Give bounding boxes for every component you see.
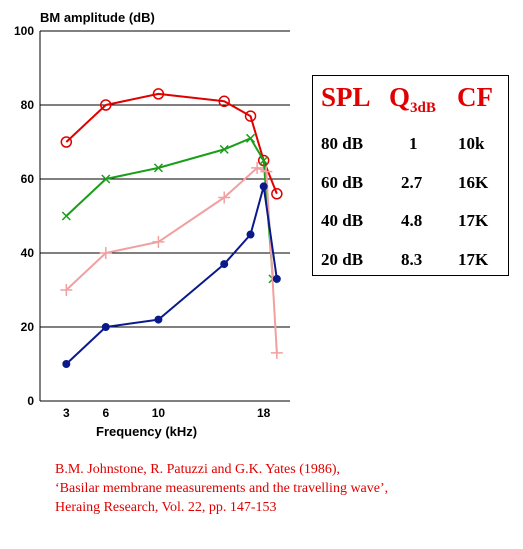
series-0-point-1 xyxy=(100,99,112,111)
series-3-point-3 xyxy=(220,260,229,269)
series-2-line xyxy=(65,166,278,353)
series-0-point-3 xyxy=(218,95,230,108)
y-tick-label-20: 20 xyxy=(21,320,35,334)
series-3-point-2 xyxy=(154,315,163,324)
series-1 xyxy=(61,133,278,284)
series-0-point-0 xyxy=(60,136,73,148)
row-20-q: 8.3 xyxy=(401,250,423,269)
series-2-point-6 xyxy=(270,346,283,359)
header-q-subscript: 3dB xyxy=(410,100,436,116)
series-1-point-0 xyxy=(61,211,71,221)
series-1-line xyxy=(65,137,274,279)
series-2-point-0 xyxy=(60,284,73,296)
header-cf: CF xyxy=(457,82,493,112)
series-2-point-2 xyxy=(152,235,165,248)
series-3-point-4 xyxy=(246,230,255,239)
series-1-point-5 xyxy=(259,155,269,166)
x-tick-label-10: 10 xyxy=(152,406,166,420)
row-20-spl: 20 dB xyxy=(321,250,364,269)
series-2-point-4 xyxy=(251,161,264,174)
x-tick-label-18: 18 xyxy=(257,406,271,420)
citation-line-2: ‘Basilar membrane measurements and the t… xyxy=(55,481,389,496)
row-60-cf: 16K xyxy=(458,173,489,192)
gridlines xyxy=(40,30,290,328)
y-tick-label-60: 60 xyxy=(21,172,35,186)
citation-line-1: B.M. Johnstone, R. Patuzzi and G.K. Yate… xyxy=(55,462,341,477)
series-1-point-3 xyxy=(219,144,229,154)
y-tick-label-0: 0 xyxy=(27,394,34,408)
row-80-cf: 10k xyxy=(458,134,485,153)
y-tick-label-80: 80 xyxy=(21,98,35,112)
row-40-q: 4.8 xyxy=(401,211,423,230)
row-40-spl: 40 dB xyxy=(321,211,364,230)
series-2 xyxy=(60,161,283,359)
row-60-q: 2.7 xyxy=(401,173,423,192)
axes xyxy=(39,31,290,402)
series-3-point-0 xyxy=(62,360,71,368)
x-tick-label-3: 3 xyxy=(63,406,70,420)
series-1-point-4 xyxy=(245,133,256,143)
row-20-cf: 17K xyxy=(458,250,489,269)
row-80-spl: 80 dB xyxy=(321,134,364,153)
series-3-point-6 xyxy=(272,274,281,283)
series-3-point-1 xyxy=(101,323,110,331)
series-0-point-2 xyxy=(152,88,165,100)
y-tick-labels: 0 20 40 60 80 100 xyxy=(14,24,34,408)
citation-line-3: Heraing Research, Vol. 22, pp. 147-153 xyxy=(55,500,277,515)
series-1-point-2 xyxy=(153,163,163,173)
series-2-point-3 xyxy=(218,191,231,204)
row-80-q: 1 xyxy=(409,134,418,153)
y-tick-label-100: 100 xyxy=(14,24,34,38)
header-spl: SPL xyxy=(321,82,371,112)
series-0-point-4 xyxy=(244,110,257,122)
series-0-point-6 xyxy=(271,188,283,200)
series-3-line xyxy=(65,185,278,365)
y-axis-title: BM amplitude (dB) xyxy=(40,10,155,25)
header-q3db: Q3dB xyxy=(389,82,436,116)
row-40-cf: 17K xyxy=(458,211,489,230)
x-tick-labels: 3 6 10 18 xyxy=(63,406,271,420)
citation: B.M. Johnstone, R. Patuzzi and G.K. Yate… xyxy=(55,460,388,517)
parameter-table: SPL Q3dB CF 80 dB 1 10k 60 dB 2.7 16K 40… xyxy=(312,75,509,276)
series-2-point-1 xyxy=(99,247,112,259)
series-1-point-1 xyxy=(101,174,111,184)
series-2-point-5 xyxy=(260,165,273,178)
data-series xyxy=(60,88,283,368)
x-axis-title: Frequency (kHz) xyxy=(96,424,198,439)
row-60-spl: 60 dB xyxy=(321,173,364,192)
series-3 xyxy=(62,182,281,368)
x-tick-label-6: 6 xyxy=(102,406,109,420)
series-3-point-5 xyxy=(259,182,268,191)
y-tick-label-40: 40 xyxy=(21,246,35,260)
